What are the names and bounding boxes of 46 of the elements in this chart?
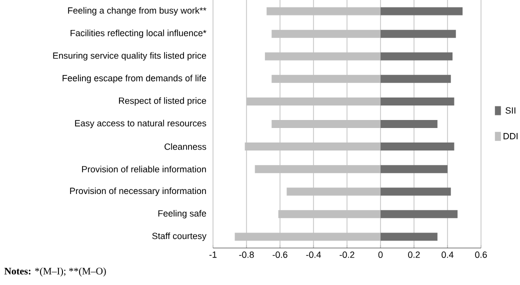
y-tick-label: Respect of listed price [119, 97, 206, 106]
bar [278, 210, 381, 218]
x-tick-label: -1 [209, 252, 217, 258]
y-tick-label: Provision of necessary information [70, 187, 206, 196]
bar [380, 7, 463, 16]
y-tick-label: Feeling escape from demands of life [62, 74, 206, 84]
bar [380, 52, 453, 60]
y-tick-label: Facilities reflecting local influence* [70, 30, 206, 38]
bar [380, 210, 458, 218]
x-tick-label: -0.6 [272, 252, 288, 258]
bar [266, 7, 381, 16]
y-tick-label: Staff courtesy [152, 232, 206, 241]
y-tick-label: Ensuring service quality fits listed price [53, 52, 206, 61]
bar [234, 232, 381, 241]
text: Notes: [4, 268, 30, 275]
bar [272, 120, 381, 128]
bar [244, 142, 381, 151]
bar [286, 188, 381, 196]
x-tick-label: 0.6 [475, 252, 487, 258]
bar [380, 142, 454, 151]
y-tick-label: Feeling safe [158, 210, 206, 218]
x-tick-label: 0 [378, 252, 383, 258]
legend-label: SII [506, 107, 516, 114]
bar [254, 165, 381, 174]
bar [380, 165, 448, 174]
bar [380, 188, 451, 196]
bar [380, 97, 454, 106]
bar [272, 30, 381, 38]
legend-label: DDI [504, 133, 518, 140]
x-tick-label: 0.4 [442, 252, 454, 258]
y-tick-label: Feeling a change from busy work** [68, 7, 206, 16]
text: *(M–I); **(M–O) [35, 267, 106, 277]
x-tick-label: 0.2 [408, 252, 420, 258]
bar [380, 30, 456, 38]
x-tick-label: -0.2 [340, 252, 354, 258]
bar [272, 74, 381, 83]
y-tick-label: Easy access to natural resources [75, 120, 206, 128]
x-tick-label: -0.4 [306, 252, 321, 258]
y-tick-label: Provision of reliable information [82, 166, 206, 172]
bar [380, 232, 438, 241]
bar [380, 120, 438, 128]
bar [246, 97, 381, 106]
bar [264, 52, 381, 60]
x-tick-label: -0.8 [239, 252, 254, 258]
y-tick-label: Cleanness [164, 143, 206, 150]
bar [380, 74, 451, 83]
